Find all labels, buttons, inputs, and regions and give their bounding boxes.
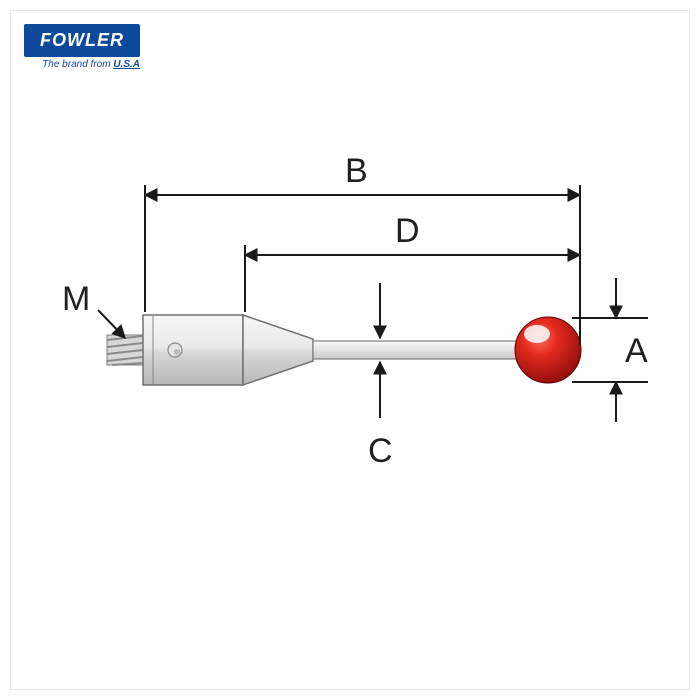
label-a: A — [625, 332, 648, 371]
probe-shaft — [313, 341, 525, 359]
ball-highlight — [524, 325, 550, 343]
probe-taper — [243, 315, 313, 385]
probe-thread — [107, 335, 143, 365]
dimension-m — [98, 310, 125, 338]
diagram-canvas — [0, 0, 700, 700]
label-c: C — [368, 432, 393, 471]
probe-base — [143, 315, 243, 385]
label-m: M — [62, 280, 90, 319]
label-b: B — [345, 152, 368, 191]
probe-ball — [515, 317, 581, 383]
dimension-d — [245, 245, 580, 312]
label-d: D — [395, 212, 420, 251]
